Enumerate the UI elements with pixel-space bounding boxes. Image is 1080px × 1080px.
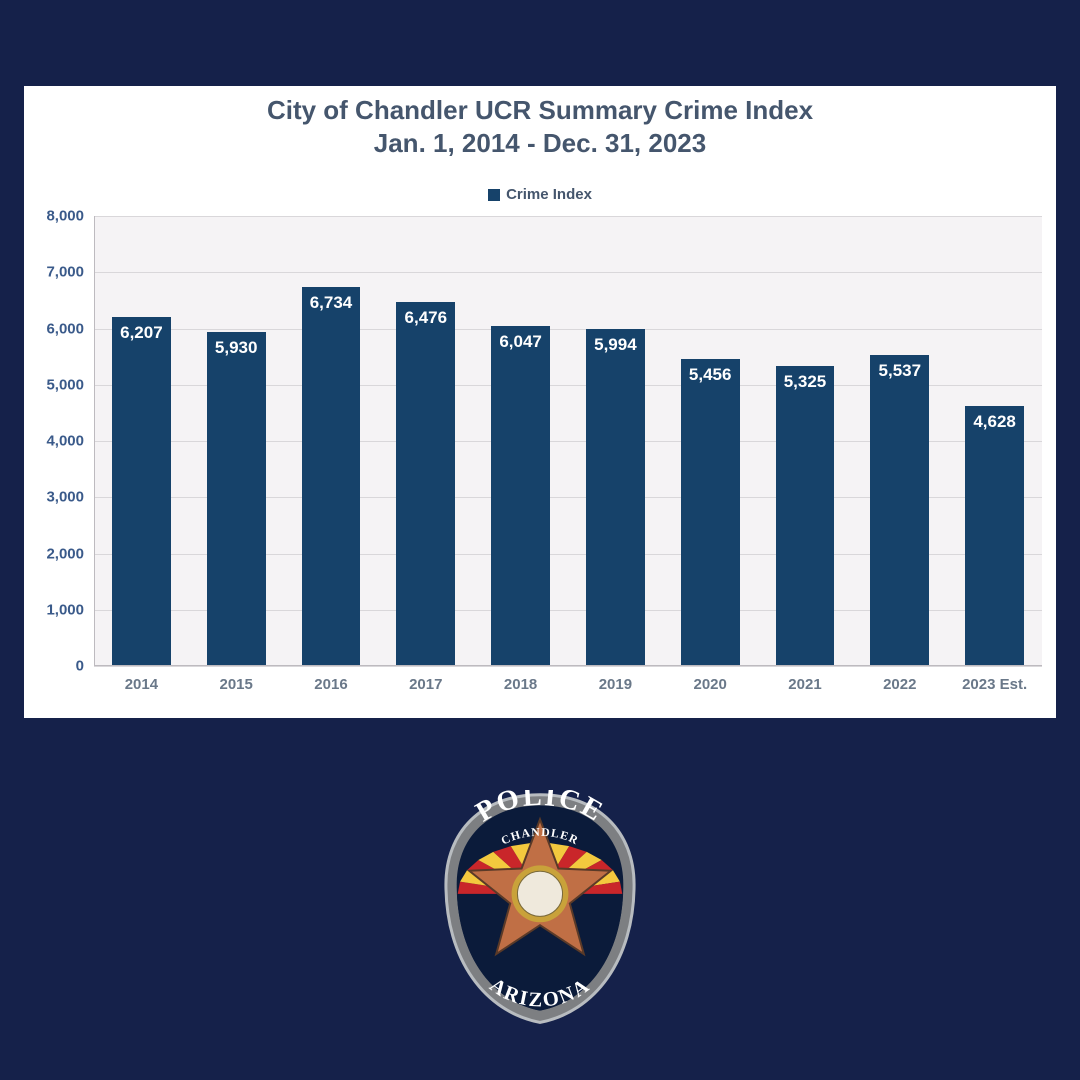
bar: 4,628 (965, 406, 1024, 666)
bar-value-label: 5,994 (586, 335, 645, 355)
bar-value-label: 5,325 (776, 372, 835, 392)
y-tick-label: 0 (24, 658, 84, 675)
legend-label: Crime Index (506, 186, 592, 203)
x-axis-line (94, 665, 1042, 666)
bar: 6,047 (491, 326, 550, 666)
plot-area: 6,207 5,930 6,734 6,476 6,047 5,994 5,456 5,325… (94, 216, 1042, 666)
x-tick-label: 2020 (663, 676, 758, 693)
chart-title-line1: City of Chandler UCR Summary Crime Index (24, 94, 1056, 127)
y-tick-label: 5,000 (24, 376, 84, 393)
chart-card: City of Chandler UCR Summary Crime Index… (24, 86, 1056, 718)
legend-swatch (488, 189, 500, 201)
bar-value-label: 4,628 (965, 412, 1024, 432)
x-tick-label: 2014 (94, 676, 189, 693)
bar: 5,325 (776, 366, 835, 666)
bar-value-label: 6,734 (302, 293, 361, 313)
x-tick-label: 2016 (284, 676, 379, 693)
bar: 6,207 (112, 317, 171, 666)
y-tick-label: 6,000 (24, 320, 84, 337)
bar: 5,994 (586, 329, 645, 666)
bar-value-label: 6,047 (491, 332, 550, 352)
bar: 5,456 (681, 359, 740, 666)
x-tick-label: 2019 (568, 676, 663, 693)
bar: 5,537 (870, 355, 929, 666)
y-axis-line (94, 216, 95, 666)
bar: 6,734 (302, 287, 361, 666)
badge-svg: POLICE CHANDLER ARIZONA (442, 790, 638, 1026)
y-tick-label: 8,000 (24, 208, 84, 225)
bar-value-label: 6,476 (396, 308, 455, 328)
bar-value-label: 5,456 (681, 365, 740, 385)
police-badge: POLICE CHANDLER ARIZONA (442, 790, 638, 1026)
bar-value-label: 5,537 (870, 361, 929, 381)
x-tick-label: 2017 (378, 676, 473, 693)
y-tick-label: 3,000 (24, 489, 84, 506)
x-tick-label: 2018 (473, 676, 568, 693)
bar: 5,930 (207, 332, 266, 666)
bar: 6,476 (396, 302, 455, 666)
x-tick-label: 2021 (758, 676, 853, 693)
y-tick-label: 4,000 (24, 433, 84, 450)
bar-value-label: 5,930 (207, 338, 266, 358)
chart-title-line2: Jan. 1, 2014 - Dec. 31, 2023 (24, 127, 1056, 160)
x-tick-label: 2015 (189, 676, 284, 693)
bar-value-label: 6,207 (112, 323, 171, 343)
x-tick-label: 2023 Est. (947, 676, 1042, 693)
y-tick-label: 1,000 (24, 601, 84, 618)
y-tick-label: 2,000 (24, 545, 84, 562)
page-root: City of Chandler UCR Summary Crime Index… (0, 0, 1080, 1080)
gridline (94, 666, 1042, 667)
bars-container: 6,207 5,930 6,734 6,476 6,047 5,994 5,456 5,325… (94, 216, 1042, 666)
chart-title: City of Chandler UCR Summary Crime Index… (24, 86, 1056, 159)
x-tick-label: 2022 (852, 676, 947, 693)
y-tick-label: 7,000 (24, 264, 84, 281)
chart-legend: Crime Index (24, 186, 1056, 203)
